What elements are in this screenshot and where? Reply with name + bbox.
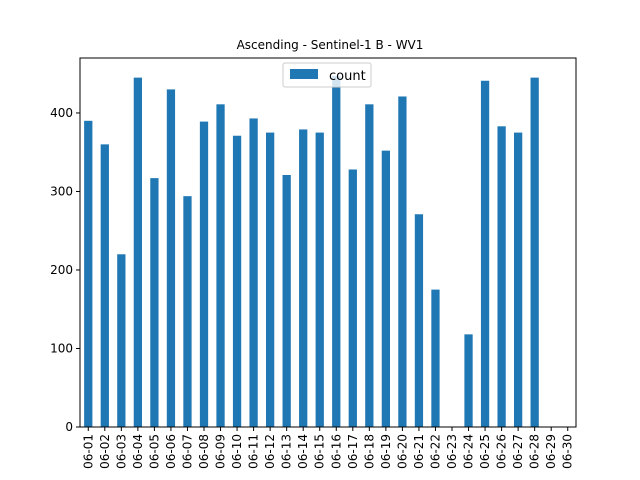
bar-06-15 — [315, 132, 324, 427]
x-tick-label: 06-28 — [528, 434, 542, 469]
bar-06-10 — [232, 135, 242, 428]
bar-06-20 — [398, 96, 407, 427]
y-tick-label: 200 — [50, 263, 73, 277]
bar-06-13 — [282, 174, 291, 427]
x-tick-label: 06-17 — [346, 434, 360, 469]
x-tick-label: 06-11 — [247, 434, 261, 469]
x-tick-label: 06-27 — [511, 434, 525, 469]
bar-06-17 — [348, 169, 357, 428]
y-tick-label: 300 — [50, 184, 73, 198]
bar-06-22 — [431, 289, 440, 427]
chart-title: Ascending - Sentinel-1 B - WV1 — [237, 38, 424, 52]
x-tick-label: 06-04 — [131, 434, 145, 469]
x-tick-label: 06-22 — [428, 434, 442, 469]
x-tick-label: 06-19 — [379, 434, 393, 469]
x-tick-label: 06-20 — [395, 434, 409, 469]
x-tick-label: 06-15 — [313, 434, 327, 469]
bar-06-11 — [249, 118, 258, 427]
bar-06-24 — [464, 334, 473, 427]
x-tick-label: 06-12 — [263, 434, 277, 469]
legend-swatch — [290, 69, 318, 79]
plot-frame — [79, 57, 577, 428]
x-tick-label: 06-16 — [329, 434, 343, 469]
bar-06-03 — [117, 254, 126, 427]
x-tick-label: 06-25 — [478, 434, 492, 469]
x-tick-label: 06-13 — [280, 434, 294, 469]
x-tick-label: 06-21 — [412, 434, 426, 469]
x-tick-label: 06-29 — [544, 434, 558, 469]
x-tick-label: 06-18 — [362, 434, 376, 469]
legend-label: count — [329, 69, 366, 84]
x-tick-label: 06-26 — [495, 434, 509, 469]
bar-06-05 — [150, 178, 159, 427]
bar-06-25 — [480, 80, 490, 428]
bar-06-09 — [216, 104, 225, 427]
bar-06-19 — [381, 150, 390, 427]
x-tick-label: 06-05 — [147, 434, 161, 469]
bar-06-02 — [100, 144, 109, 428]
y-tick-label: 100 — [50, 341, 73, 355]
x-tick-label: 06-07 — [180, 434, 194, 469]
bar-06-16 — [332, 76, 341, 427]
bar-06-18 — [365, 104, 374, 427]
legend: count — [282, 62, 372, 88]
bar-06-26 — [497, 126, 506, 428]
x-tick-label: 06-23 — [445, 434, 459, 469]
bar-06-28 — [530, 77, 539, 427]
bar-06-08 — [199, 121, 209, 427]
y-tick-label: 400 — [50, 106, 73, 120]
bars-layer — [84, 76, 539, 428]
bar-06-12 — [266, 132, 275, 427]
x-tick-label: 06-08 — [197, 434, 211, 469]
x-tick-label: 06-14 — [296, 434, 310, 469]
x-tick-label: 06-30 — [561, 434, 575, 469]
bar-06-14 — [299, 129, 308, 427]
axes-layer: 06-01 06-02 06-03 06-04 06-05 06-06 06-07 06-08… — [50, 106, 575, 469]
x-tick-label: 06-06 — [164, 434, 178, 469]
x-tick-label: 06-10 — [230, 434, 244, 469]
x-tick-label: 06-01 — [81, 434, 95, 469]
x-tick-label: 06-02 — [98, 434, 112, 469]
bar-06-07 — [183, 196, 192, 427]
x-tick-label: 06-24 — [462, 434, 476, 469]
bar-06-21 — [414, 214, 424, 427]
y-tick-label: 0 — [65, 420, 73, 434]
bar-06-27 — [514, 132, 523, 427]
bar-06-06 — [166, 89, 176, 428]
x-tick-label: 06-03 — [114, 434, 128, 469]
bar-06-01 — [84, 120, 93, 427]
x-tick-label: 06-09 — [214, 434, 228, 469]
bar-06-04 — [133, 77, 142, 427]
